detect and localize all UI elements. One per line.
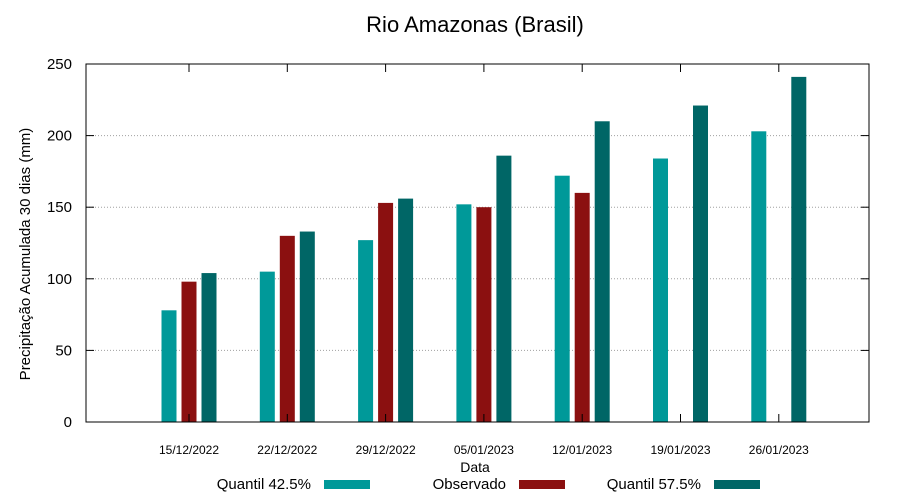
bar-quantil-42-5- — [259, 271, 275, 422]
y-tick-label: 250 — [47, 56, 72, 73]
bar-quantil-42-5- — [554, 175, 570, 422]
x-tick-label: 15/12/2022 — [159, 443, 219, 457]
y-axis-label: Precipitação Acumulada 30 dias (mm) — [17, 128, 34, 381]
y-tick-label: 150 — [47, 199, 72, 216]
bar-observado — [378, 202, 394, 422]
x-tick-label: 29/12/2022 — [356, 443, 416, 457]
x-tick-label: 05/01/2023 — [454, 443, 514, 457]
bar-quantil-42-5- — [456, 204, 472, 422]
legend-label: Quantil 57.5% — [607, 476, 701, 493]
bar-observado — [181, 281, 197, 422]
bar-quantil-42-5- — [751, 131, 767, 422]
x-tick-label: 22/12/2022 — [257, 443, 317, 457]
y-tick-label: 0 — [64, 414, 72, 431]
legend-swatch — [324, 480, 370, 489]
chart-title: Rio Amazonas (Brasil) — [366, 12, 584, 37]
bar-quantil-57-5- — [398, 198, 414, 422]
x-tick-label: 26/01/2023 — [749, 443, 809, 457]
legend-label: Quantil 42.5% — [217, 476, 311, 493]
bar-observado — [574, 192, 590, 422]
plot-frame — [85, 63, 870, 423]
bar-quantil-57-5- — [594, 121, 610, 422]
x-tick-label: 12/01/2023 — [552, 443, 612, 457]
bar-quantil-42-5- — [358, 240, 374, 422]
legend-label: Observado — [433, 476, 506, 493]
x-axis-ticks: 15/12/2022 22/12/2022 29/12/2022 05/01/2023… — [159, 64, 809, 457]
bar-quantil-57-5- — [496, 155, 512, 422]
bar-observado — [476, 207, 492, 422]
bar-quantil-57-5- — [201, 273, 217, 422]
bar-quantil-57-5- — [299, 231, 315, 422]
bar-quantil-57-5- — [791, 76, 807, 422]
legend-swatch — [714, 480, 760, 489]
legend-swatch — [519, 480, 565, 489]
y-axis-ticks: 0 50 100 150 200 250 — [47, 56, 869, 431]
legend: Quantil 42.5% Observado Quantil 57.5% — [217, 476, 760, 493]
y-tick-label: 100 — [47, 271, 72, 288]
bar-quantil-42-5- — [653, 158, 668, 422]
y-tick-label: 200 — [47, 128, 72, 145]
x-axis-label: Data — [460, 459, 490, 475]
bar-quantil-42-5- — [161, 310, 177, 422]
x-tick-label: 19/01/2023 — [650, 443, 710, 457]
bar-quantil-57-5- — [693, 105, 708, 422]
bar-observado — [279, 235, 295, 422]
y-tick-label: 50 — [55, 342, 72, 359]
bars — [161, 76, 807, 422]
